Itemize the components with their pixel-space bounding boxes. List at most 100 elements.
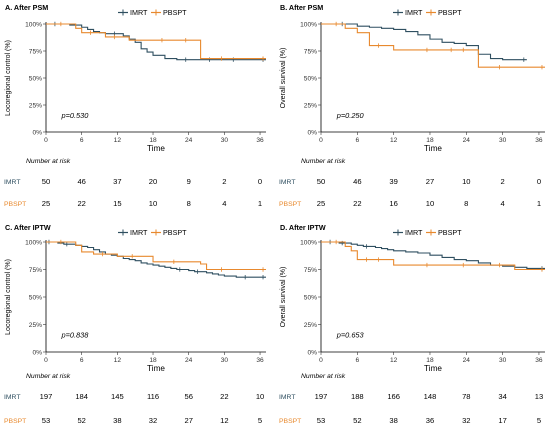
legend: IMRT PBSPT [393,8,462,17]
km-curve-imrt [46,23,266,61]
risk-count-pbspt: 53 [42,416,50,425]
km-curve-pbspt [46,23,266,60]
p-value: p=0.653 [336,331,365,340]
x-tick-label: 0 [319,137,323,144]
y-axis-label: Overall survival (%) [280,48,287,109]
x-tick-label: 30 [221,357,229,364]
risk-count-imrt: 184 [75,392,88,401]
y-tick-label: 75% [29,48,42,55]
x-tick-label: 0 [319,357,323,364]
risk-count-pbspt: 16 [389,199,397,208]
risk-count-pbspt: 1 [537,199,541,208]
risk-count-imrt: 0 [258,177,262,186]
panel-title: A. After PSM [5,3,48,12]
y-tick-label: 0% [32,349,42,356]
km-curve-imrt [46,241,266,278]
risk-count-pbspt: 5 [537,416,541,425]
x-tick-label: 18 [426,357,434,364]
risk-table-title: Number at risk [301,158,346,165]
risk-count-pbspt: 36 [426,416,434,425]
x-tick-label: 30 [499,357,507,364]
legend: IMRT PBSPT [118,8,187,17]
panel-d: D. After IPTW IMRT PBSPT 0% 25% 50% 75% 100% 0 6 1… [279,223,545,425]
risk-count-imrt: 9 [187,177,191,186]
x-tick-label: 18 [149,357,157,364]
risk-count-imrt: 34 [498,392,506,401]
y-axis-label: Locoregional control (%) [5,40,12,116]
y-tick-label: 100% [25,21,42,28]
risk-count-pbspt: 38 [389,416,397,425]
risk-row-label-imrt: IMRT [4,179,21,186]
risk-count-imrt: 145 [111,392,124,401]
p-value: p=0.250 [336,111,365,120]
risk-count-imrt: 50 [42,177,50,186]
risk-count-pbspt: 8 [187,199,191,208]
risk-row-label-imrt: IMRT [4,394,21,401]
x-tick-label: 24 [185,357,193,364]
risk-count-imrt: 197 [40,392,53,401]
x-tick-label: 18 [426,137,434,144]
x-tick-label: 0 [44,137,48,144]
risk-row-label-pbspt: PBSPT [279,418,301,425]
x-tick-label: 36 [535,137,543,144]
risk-count-imrt: 116 [147,392,159,401]
risk-count-imrt: 2 [222,177,226,186]
risk-row-label-imrt: IMRT [279,394,296,401]
risk-table: Number at riskIMRTPBSPT50254622371520109… [4,158,262,208]
x-axis-label: Time [424,364,442,373]
y-tick-label: 25% [29,102,42,109]
risk-count-pbspt: 32 [462,416,470,425]
risk-count-imrt: 166 [387,392,400,401]
legend-pbspt-label: PBSPT [438,8,462,17]
risk-count-imrt: 27 [426,177,434,186]
km-curve-imrt [321,23,527,61]
x-tick-label: 0 [44,357,48,364]
x-tick-label: 30 [499,137,507,144]
risk-count-pbspt: 25 [42,199,50,208]
y-tick-label: 100% [25,239,42,246]
risk-count-imrt: 197 [315,392,328,401]
km-curve-pbspt [321,23,545,68]
y-tick-label: 0% [307,129,317,136]
risk-count-pbspt: 38 [113,416,121,425]
risk-count-imrt: 46 [77,177,85,186]
risk-count-imrt: 37 [113,177,121,186]
risk-count-pbspt: 4 [222,199,226,208]
risk-count-imrt: 148 [424,392,437,401]
y-tick-label: 100% [300,21,317,28]
risk-count-imrt: 56 [184,392,192,401]
risk-count-pbspt: 10 [426,199,434,208]
risk-row-label-pbspt: PBSPT [279,201,301,208]
risk-table-title: Number at risk [26,158,71,165]
risk-count-imrt: 0 [537,177,541,186]
y-tick-label: 50% [29,294,42,301]
x-tick-label: 24 [463,137,471,144]
risk-count-pbspt: 25 [317,199,325,208]
y-tick-label: 75% [304,48,317,55]
legend-imrt-label: IMRT [130,8,148,17]
y-tick-label: 75% [29,267,42,274]
x-tick-label: 30 [221,137,229,144]
risk-table-title: Number at risk [26,373,71,380]
km-curve-imrt [321,241,545,269]
legend-imrt-label: IMRT [130,228,148,237]
risk-count-pbspt: 8 [464,199,468,208]
risk-count-pbspt: 10 [149,199,157,208]
y-axis-label: Overall survival (%) [280,267,287,328]
panel-title: C. After IPTW [5,223,51,232]
risk-count-imrt: 188 [351,392,364,401]
legend-imrt-label: IMRT [405,8,423,17]
legend: IMRT PBSPT [118,228,187,237]
x-axis-label: Time [147,364,165,373]
risk-row-label-pbspt: PBSPT [4,418,26,425]
risk-table-title: Number at risk [301,373,346,380]
risk-count-pbspt: 5 [258,416,262,425]
risk-count-imrt: 2 [501,177,505,186]
x-axis-label: Time [147,144,165,153]
x-tick-label: 6 [80,357,84,364]
y-axis-label: Locoregional control (%) [5,259,12,335]
y-tick-label: 25% [29,322,42,329]
risk-count-pbspt: 22 [77,199,85,208]
x-tick-label: 24 [463,357,471,364]
